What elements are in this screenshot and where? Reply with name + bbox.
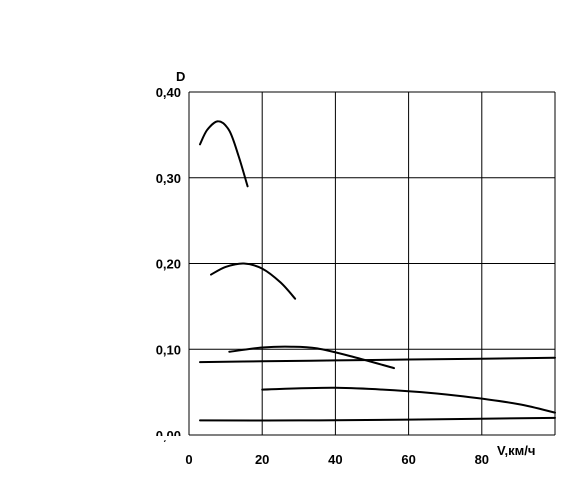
y-tick-label: 0,10 (156, 342, 181, 357)
bottom-label-mask (129, 436, 187, 440)
series-line-2 (210, 262, 297, 300)
series-line-1 (199, 120, 249, 188)
series-line-6 (199, 416, 556, 422)
series-line-3 (228, 345, 395, 370)
x-tick-label: 0 (185, 452, 192, 467)
series-line-4 (199, 356, 556, 364)
x-tick-label: 80 (475, 452, 489, 467)
x-tick-label: 20 (255, 452, 269, 467)
series-line-5 (261, 386, 556, 414)
tick-label-layer: 0,00 0,10 0,20 0,30 0,40 0 20 40 60 80 (129, 85, 489, 467)
y-tick-label: 0,30 (156, 171, 181, 186)
y-tick-label: 0,40 (156, 85, 181, 100)
x-axis-title: V,км/ч (497, 443, 535, 458)
x-tick-label: 60 (401, 452, 415, 467)
x-tick-label: 40 (328, 452, 342, 467)
series-layer (199, 120, 556, 422)
y-tick-label: 0,00 (156, 428, 181, 443)
y-axis-title: D (176, 69, 185, 84)
y-tick-label: 0,20 (156, 257, 181, 272)
